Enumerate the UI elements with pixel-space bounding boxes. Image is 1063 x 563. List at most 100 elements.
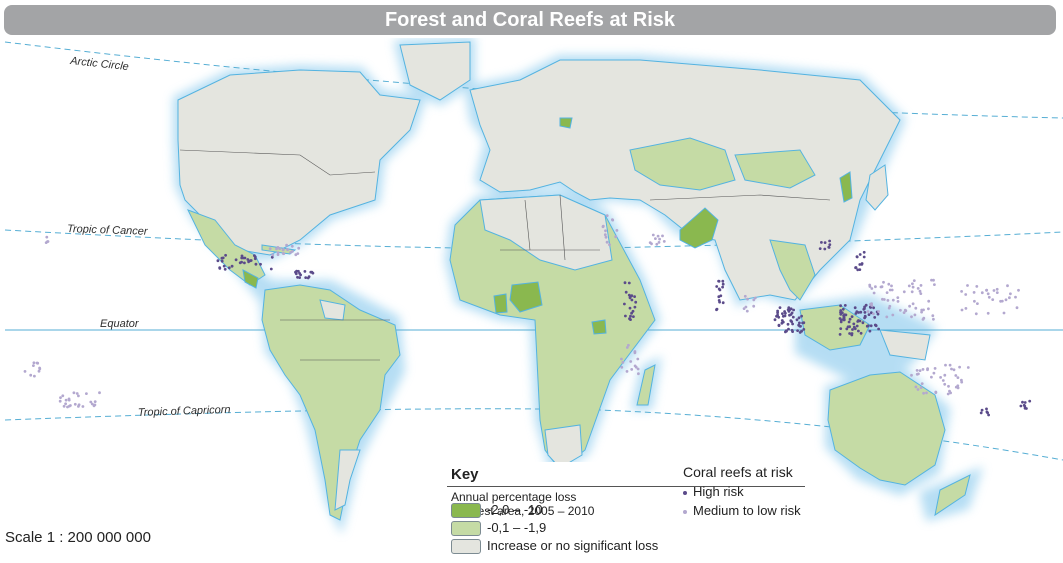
high-risk-reef-point xyxy=(856,320,860,323)
medium-risk-reef-point xyxy=(746,297,749,301)
high-risk-reef-point xyxy=(858,263,862,266)
medium-risk-reef-point xyxy=(654,237,657,241)
medium-risk-reef-point xyxy=(885,315,889,319)
high-risk-reef-point xyxy=(855,255,859,258)
medium-risk-reef-point xyxy=(954,374,958,377)
high-risk-reef-point xyxy=(298,276,301,279)
high-risk-reef-point xyxy=(715,285,719,288)
high-risk-reef-point xyxy=(1021,400,1024,404)
high-risk-reef-point xyxy=(798,331,802,334)
high-risk-reef-point xyxy=(872,306,875,310)
medium-risk-reef-point xyxy=(604,229,607,233)
high-risk-reef-point xyxy=(249,259,253,262)
medium-risk-reef-point xyxy=(877,310,880,313)
medium-risk-reef-point xyxy=(46,240,49,244)
forest-class-high-label: -2,0 – -10 xyxy=(487,502,543,517)
high-risk-reef-point xyxy=(795,318,799,322)
high-risk-reef-point xyxy=(717,295,721,299)
medium-risk-reef-point xyxy=(742,307,746,310)
medium-risk-reef-point xyxy=(1004,298,1008,302)
medium-risk-reef-point xyxy=(926,368,929,372)
medium-risk-reef-point xyxy=(934,391,938,394)
high-risk-reef-point xyxy=(309,270,313,274)
central-america-hotspot xyxy=(242,269,259,289)
southeast-asia xyxy=(769,239,816,301)
high-risk-reef-point xyxy=(873,316,877,319)
medium-risk-reef-point xyxy=(947,384,950,388)
tropic-of-cancer-label: Tropic of Cancer xyxy=(67,223,149,238)
high-risk-reef-point xyxy=(847,320,851,324)
medium-risk-reef-point xyxy=(59,396,62,399)
medium-risk-reef-point xyxy=(23,370,27,373)
medium-risk-reef-point xyxy=(999,299,1002,303)
pakistan xyxy=(679,207,719,249)
medium-risk-reef-point xyxy=(285,243,288,247)
medium-risk-reef-point xyxy=(90,402,94,406)
forest-loss-heading-line2: in forest area, 2005 – 2010 xyxy=(451,504,595,518)
medium-risk-reef-point xyxy=(991,298,995,301)
high-risk-reef-point xyxy=(783,314,787,318)
medium-risk-reef-point xyxy=(880,285,884,289)
reef-class-medium: Medium to low risk xyxy=(683,503,801,518)
high-risk-reef-point xyxy=(839,309,843,312)
medium-risk-reef-point xyxy=(75,392,79,395)
high-risk-reef-point xyxy=(633,305,637,309)
high-risk-reef-point xyxy=(241,256,245,260)
mexico xyxy=(187,209,266,286)
medium-risk-reef-point xyxy=(38,367,42,371)
madagascar xyxy=(636,364,656,406)
medium-risk-reef-point xyxy=(960,378,963,382)
medium-risk-reef-point xyxy=(941,379,945,382)
medium-risk-reef-point xyxy=(917,372,920,376)
high-risk-reef-point xyxy=(240,254,244,258)
arctic-circle-label: Arctic Circle xyxy=(69,55,130,73)
medium-risk-reef-point xyxy=(92,404,96,408)
medium-risk-reef-point xyxy=(911,285,915,289)
medium-risk-reef-point xyxy=(881,297,884,301)
high-risk-reef-point xyxy=(306,276,310,280)
medium-risk-reef-point xyxy=(297,246,301,250)
new-guinea xyxy=(879,329,931,361)
medium-risk-reef-point xyxy=(620,365,624,369)
medium-risk-reef-point xyxy=(32,364,35,367)
high-risk-reef-point xyxy=(1028,399,1032,403)
medium-risk-reef-point xyxy=(64,402,67,406)
high-risk-reef-point xyxy=(850,333,854,337)
high-risk-reef-point xyxy=(869,311,873,315)
medium-risk-reef-point xyxy=(1006,284,1009,288)
high-risk-reef-point xyxy=(784,330,787,334)
high-risk-reef-point xyxy=(867,313,871,316)
medium-risk-reef-point xyxy=(974,312,978,316)
medium-risk-reef-point xyxy=(745,309,749,313)
medium-risk-reef-point xyxy=(927,307,930,311)
medium-risk-reef-point xyxy=(72,391,76,395)
high-risk-reef-point xyxy=(776,313,779,317)
medium-risk-reef-point xyxy=(870,287,874,290)
medium-risk-reef-point xyxy=(662,240,666,243)
reef-class-high: High risk xyxy=(683,484,744,499)
medium-risk-reef-point xyxy=(958,365,961,369)
high-risk-reef-point xyxy=(858,253,862,256)
medium-risk-reef-point xyxy=(752,304,756,308)
medium-risk-reef-point xyxy=(939,376,942,379)
high-risk-reef-point xyxy=(861,321,865,325)
medium-risk-reef-point xyxy=(637,372,640,376)
medium-risk-reef-point xyxy=(891,313,895,317)
medium-risk-reef-point xyxy=(636,357,640,361)
world-map: Arctic Circle Tropic of Cancer Equator T… xyxy=(4,38,1063,535)
medium-risk-reef-point xyxy=(964,293,968,296)
medium-risk-reef-point xyxy=(966,366,970,369)
high-risk-reef-point xyxy=(842,318,846,322)
medium-risk-reef-point xyxy=(910,373,913,377)
medium-risk-reef-point xyxy=(1017,288,1020,292)
high-risk-reef-point xyxy=(841,307,845,311)
medium-risk-reef-point xyxy=(752,298,756,302)
medium-risk-reef-point xyxy=(743,294,747,298)
swatch-no-loss xyxy=(451,539,481,554)
medium-risk-reef-point xyxy=(907,284,911,288)
medium-risk-reef-point xyxy=(1008,296,1011,300)
medium-risk-reef-point xyxy=(887,282,891,286)
high-risk-reef-point xyxy=(1023,401,1027,404)
high-risk-reef-point xyxy=(220,259,224,263)
high-risk-reef-point xyxy=(839,327,843,330)
